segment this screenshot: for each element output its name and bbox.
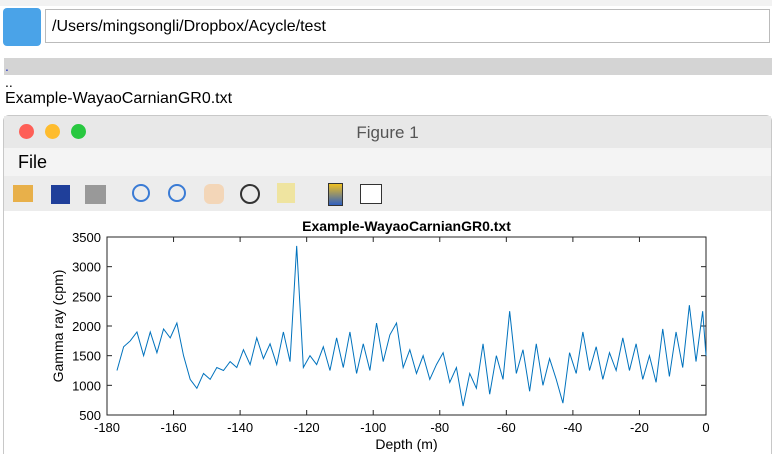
title-bar: Figure 1 <box>4 116 771 149</box>
y-tick-label: 500 <box>79 408 101 423</box>
y-tick-label: 1500 <box>72 349 101 364</box>
toolbar <box>4 176 771 212</box>
datatip-icon[interactable] <box>277 183 295 203</box>
y-axis-label: Gamma ray (cpm) <box>50 270 66 383</box>
zoom-out-icon[interactable] <box>168 184 186 202</box>
x-tick-label: -140 <box>227 420 253 435</box>
y-tick-label: 2500 <box>72 289 101 304</box>
file-item[interactable]: .. <box>5 74 13 90</box>
x-tick-label: -60 <box>497 420 516 435</box>
file-list-header <box>4 58 772 75</box>
close-button[interactable] <box>19 124 34 139</box>
x-tick-label: -80 <box>430 420 449 435</box>
pan-icon[interactable] <box>204 184 224 204</box>
window-title: Figure 1 <box>356 123 419 142</box>
y-tick-label: 1000 <box>72 378 101 393</box>
print-icon[interactable] <box>85 185 106 204</box>
file-item[interactable]: Example-WayaoCarnianGR0.txt <box>5 90 233 107</box>
legend-icon[interactable] <box>360 184 382 204</box>
figure-background <box>4 211 771 454</box>
y-tick-label: 2000 <box>72 319 101 334</box>
x-tick-label: 0 <box>702 420 709 435</box>
menu-item[interactable]: File <box>18 152 48 172</box>
x-tick-label: -20 <box>630 420 649 435</box>
x-tick-label: -180 <box>94 420 120 435</box>
path-field[interactable]: /Users/mingsongli/Dropbox/Acycle/test <box>45 9 770 43</box>
colorbar-icon[interactable] <box>328 183 343 206</box>
x-axis-label: Depth (m) <box>375 436 437 452</box>
x-tick-label: -120 <box>294 420 320 435</box>
y-tick-label: 3500 <box>72 230 101 245</box>
minimize-button[interactable] <box>45 124 60 139</box>
save-icon[interactable] <box>51 185 70 204</box>
top-strip <box>0 0 772 6</box>
open-icon[interactable] <box>13 185 33 202</box>
x-tick-label: -160 <box>161 420 187 435</box>
zoom-button[interactable] <box>71 124 86 139</box>
rotate-icon[interactable] <box>240 184 260 204</box>
data-line <box>116 245 707 407</box>
file-item[interactable]: . <box>5 58 9 74</box>
y-tick-label: 3000 <box>72 260 101 275</box>
chart: Example-WayaoCarnianGR0.txt Depth (m) Gamm… <box>4 211 771 454</box>
x-tick-label: -100 <box>360 420 386 435</box>
folder-icon[interactable] <box>3 8 41 46</box>
axes-box <box>106 236 707 416</box>
zoom-in-icon[interactable] <box>132 184 150 202</box>
chart-title: Example-WayaoCarnianGR0.txt <box>302 218 511 234</box>
x-tick-label: -40 <box>563 420 582 435</box>
menu-bar: File <box>4 148 771 176</box>
